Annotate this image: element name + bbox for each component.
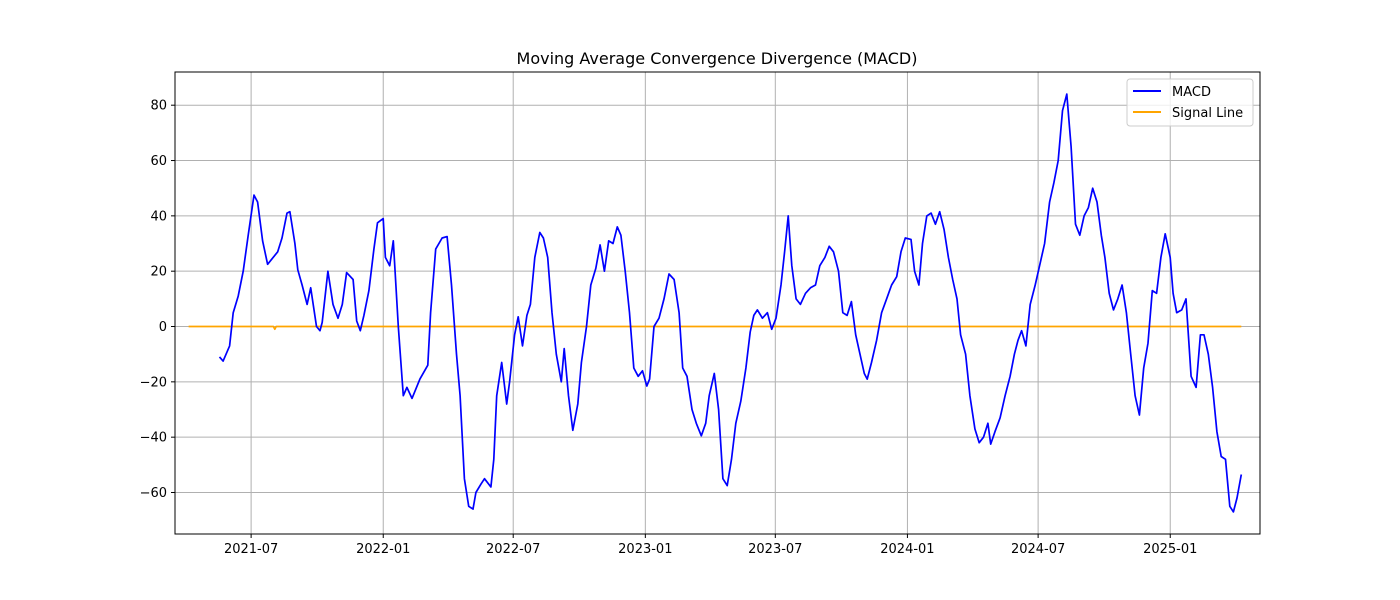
y-tick-label: −60: [140, 486, 167, 501]
legend-label-macd: MACD: [1172, 85, 1211, 100]
y-tick-label: 0: [159, 320, 167, 335]
y-tick-label: 80: [150, 99, 167, 114]
x-tick-label: 2022-07: [486, 542, 540, 557]
y-axis: −60 −40 −20 0 20 40 60 80: [140, 99, 175, 501]
y-tick-label: 20: [150, 265, 167, 280]
x-tick-label: 2024-01: [880, 542, 934, 557]
x-tick-label: 2024-07: [1011, 542, 1065, 557]
y-tick-label: −40: [140, 431, 167, 446]
x-tick-label: 2021-07: [224, 542, 278, 557]
x-tick-label: 2023-07: [748, 542, 802, 557]
series-lines: [188, 93, 1243, 513]
y-tick-label: 60: [150, 154, 167, 169]
chart-title: Moving Average Convergence Divergence (M…: [517, 49, 918, 68]
y-tick-label: 40: [150, 209, 167, 224]
x-axis: 2021-07 2022-01 2022-07 2023-01 2023-07 2024-…: [224, 534, 1197, 557]
series-line-macd: [218, 93, 1243, 513]
x-tick-label: 2025-01: [1143, 542, 1197, 557]
legend: MACD Signal Line: [1126, 78, 1254, 127]
series-line-signal-line: [188, 325, 1242, 331]
plot-frame: [174, 71, 1261, 535]
legend-label-signal-line: Signal Line: [1172, 106, 1243, 121]
grid-lines: [175, 72, 1260, 534]
x-tick-label: 2023-01: [618, 542, 672, 557]
x-tick-label: 2022-01: [356, 542, 410, 557]
y-tick-label: −20: [140, 375, 167, 390]
